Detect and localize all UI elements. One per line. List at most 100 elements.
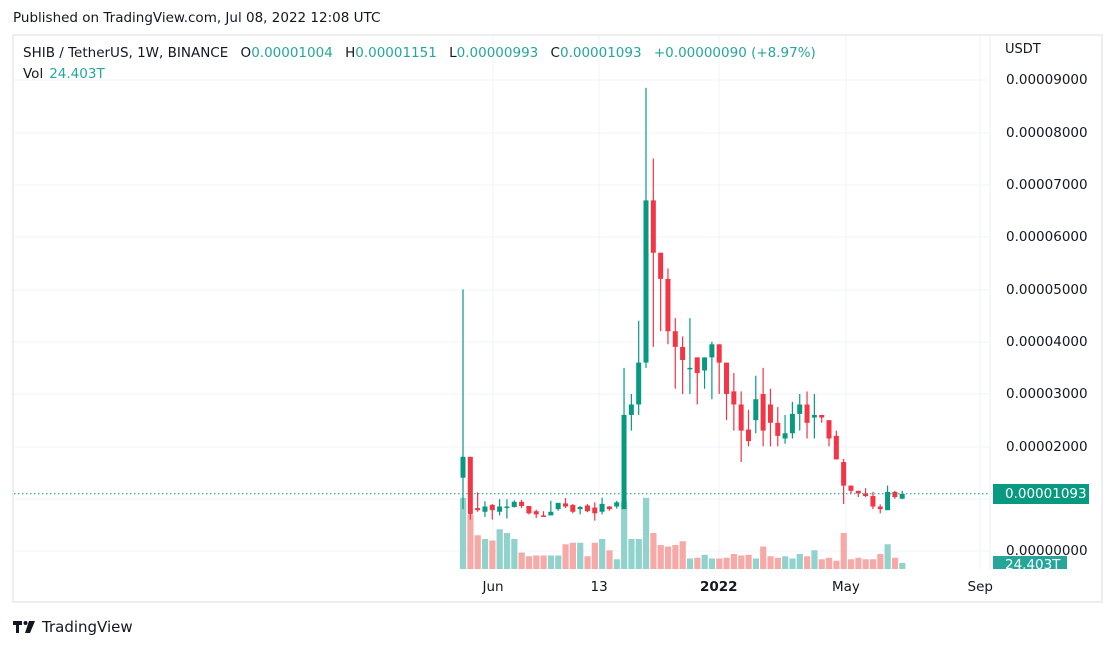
open-value: 0.00001004 xyxy=(251,45,333,61)
candle-up xyxy=(636,362,642,405)
candle-up xyxy=(702,357,708,371)
price-tick: 0.00008000 xyxy=(1006,125,1088,141)
volume-bar xyxy=(723,557,730,569)
volume-bar xyxy=(467,515,474,569)
candle-up xyxy=(885,491,891,511)
candle-down xyxy=(519,501,525,506)
volume-bar xyxy=(474,535,481,569)
volume-bar xyxy=(533,555,540,569)
candle-up xyxy=(621,414,627,510)
volume-bar xyxy=(745,554,752,569)
candle-up xyxy=(511,501,517,508)
volume-bar xyxy=(562,544,569,569)
volume-bar xyxy=(826,557,833,569)
candle-up xyxy=(709,344,715,358)
candle-up xyxy=(753,399,759,421)
candle-down xyxy=(665,278,671,332)
volume-bar xyxy=(606,550,613,569)
candle-down xyxy=(819,414,825,418)
volume-bar xyxy=(481,539,489,569)
published-caption: Published on TradingView.com, Jul 08, 20… xyxy=(13,10,381,26)
last-price-tag: 0.00001093 xyxy=(993,484,1089,504)
time-tick: 13 xyxy=(590,579,608,595)
candle-down xyxy=(775,422,781,436)
price-tick: 0.00004000 xyxy=(1006,334,1088,350)
volume-bar xyxy=(584,556,591,569)
volume-bar xyxy=(752,558,759,569)
high-label: H xyxy=(345,45,356,61)
time-tick: Sep xyxy=(967,579,993,595)
volume-bar xyxy=(847,559,855,569)
candle-down xyxy=(848,485,854,491)
candle-up xyxy=(628,404,634,415)
candle-up xyxy=(899,493,905,499)
candle-up xyxy=(599,503,605,512)
candle-up xyxy=(643,200,649,363)
volume-bar xyxy=(701,554,708,569)
candle-up xyxy=(614,502,620,507)
volume-bar xyxy=(518,552,525,569)
volume-bar xyxy=(599,539,606,569)
tradingview-logo-icon xyxy=(13,621,35,633)
candle-down xyxy=(592,507,598,514)
candle-down xyxy=(570,504,576,512)
candle-down xyxy=(870,496,876,507)
volume-bar xyxy=(489,540,496,569)
time-tick: Jun xyxy=(482,579,504,595)
volume-bar xyxy=(540,555,547,569)
volume-bar xyxy=(716,558,723,569)
volume-bar xyxy=(899,563,906,569)
volume-label: Vol xyxy=(23,66,44,82)
candle-down xyxy=(680,346,686,360)
volume-bar xyxy=(818,559,825,569)
candle-down xyxy=(833,435,839,460)
close-value: 0.00001093 xyxy=(559,45,642,61)
volume-bar xyxy=(774,557,781,569)
price-tick: 0.00003000 xyxy=(1006,386,1088,402)
candle-down xyxy=(731,391,737,405)
volume-bar xyxy=(804,556,811,569)
volume-bar xyxy=(657,545,664,569)
volume-bar xyxy=(621,501,628,569)
tradingview-logo[interactable]: TradingView xyxy=(13,618,133,636)
volume-bar xyxy=(686,558,694,569)
volume-bar xyxy=(855,557,862,569)
candle-down xyxy=(658,252,664,279)
volume-bar xyxy=(877,554,884,569)
volume-bar xyxy=(694,557,701,569)
time-tick: May xyxy=(832,579,860,595)
candle-down xyxy=(877,506,883,510)
candle-down xyxy=(863,493,869,497)
volume-bar xyxy=(767,556,774,569)
ohlc-legend: SHIB / TetherUS, 1W, BINANCE O0.00001004… xyxy=(23,45,816,61)
candle-up xyxy=(482,506,488,512)
volume-bar xyxy=(862,559,869,569)
low-value: 0.00000993 xyxy=(456,45,539,61)
candle-up xyxy=(797,404,803,414)
candle-up xyxy=(555,502,561,510)
volume-bar xyxy=(884,544,891,569)
volume-bar xyxy=(577,542,584,569)
candle-down xyxy=(804,404,810,423)
candle-up xyxy=(504,506,510,509)
candle-down xyxy=(826,420,832,439)
candle-down xyxy=(541,515,547,517)
price-tick: 0.00009000 xyxy=(1006,72,1088,88)
close-label: C xyxy=(550,45,560,61)
volume-bar xyxy=(650,533,657,569)
price-tick: 0.00005000 xyxy=(1006,282,1088,298)
candle-up xyxy=(782,433,788,439)
candle-down xyxy=(562,503,568,507)
candle-down xyxy=(724,362,730,395)
volume-bar xyxy=(869,559,877,569)
volume-bar xyxy=(503,533,511,569)
candle-down xyxy=(716,344,722,363)
candle-up xyxy=(789,413,795,434)
volume-value: 24.403T xyxy=(49,66,105,82)
candle-up xyxy=(811,414,817,418)
candle-up xyxy=(577,507,583,510)
volume-bar xyxy=(555,555,562,569)
volume-bar xyxy=(460,497,467,569)
volume-bar xyxy=(708,558,716,569)
